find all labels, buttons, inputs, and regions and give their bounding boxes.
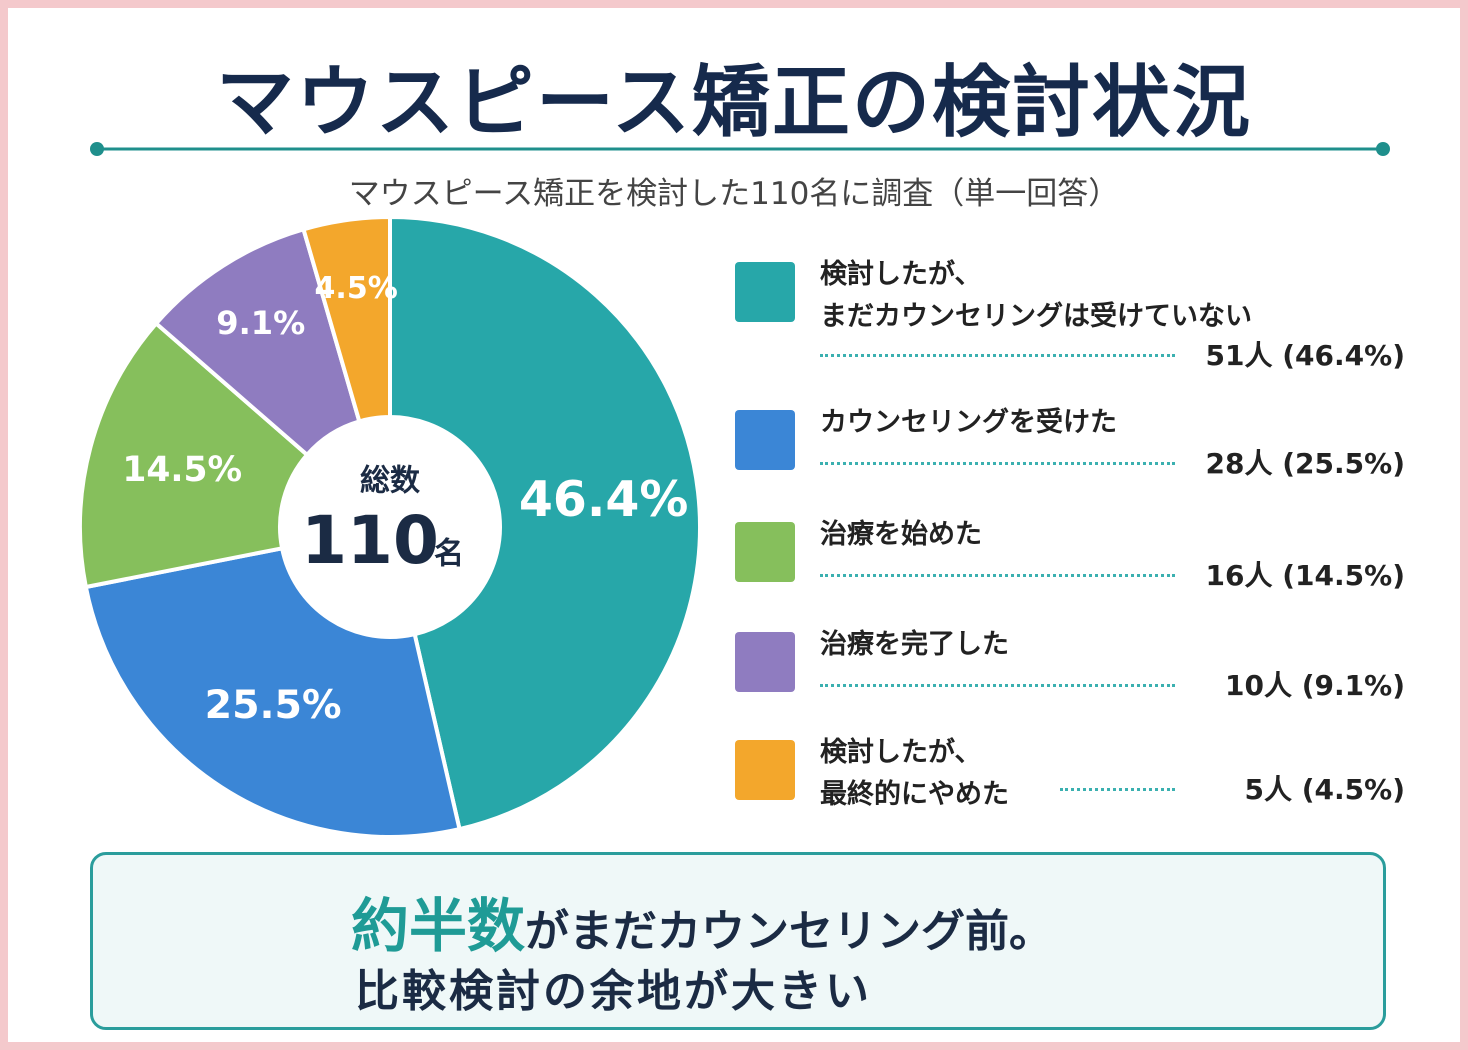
legend-item: 検討したが、 まだカウンセリングは受けていない 51人 (46.4%) bbox=[735, 259, 1415, 372]
legend-swatch bbox=[735, 262, 795, 322]
leader-dots bbox=[820, 574, 1175, 577]
legend-label: 検討したが、 最終的にやめた bbox=[820, 737, 1009, 810]
callout-line: 約半数がまだカウンセリング前。 bbox=[351, 879, 1053, 963]
highlight: 約半数 bbox=[351, 892, 526, 960]
legend-value: 28人 (25.5%) bbox=[1205, 447, 1405, 480]
callout-text: 比較検討の余地が大きい bbox=[355, 966, 872, 1017]
legend-label: 治療を完了した bbox=[820, 629, 1009, 660]
legend-label: 検討したが、 まだカウンセリングは受けていない bbox=[820, 259, 1252, 332]
center-label: 総数 bbox=[360, 464, 421, 499]
slice-label: 4.5% bbox=[315, 271, 398, 306]
legend-label: カウンセリングを受けた bbox=[820, 407, 1117, 438]
donut-slice bbox=[83, 545, 462, 839]
donut-slice bbox=[153, 226, 362, 458]
legend-swatch bbox=[735, 632, 795, 692]
donut-slice bbox=[301, 214, 392, 424]
donut-slice bbox=[388, 214, 702, 832]
legend-value: 5人 (4.5%) bbox=[1244, 773, 1405, 806]
divider-dot bbox=[1376, 142, 1390, 156]
slice-label: 46.4% bbox=[519, 471, 689, 528]
donut: 46.4% 25.5% 14.5% 9.1% 4.5% bbox=[78, 214, 702, 839]
center-value: 110 bbox=[301, 502, 439, 579]
slice-label: 25.5% bbox=[205, 682, 342, 728]
legend-swatch bbox=[735, 740, 795, 800]
legend-item: 検討したが、 最終的にやめた 5人 (4.5%) bbox=[735, 737, 1415, 830]
legend-swatch bbox=[735, 522, 795, 582]
chart-title: マウスピース矯正の検討状況 bbox=[215, 58, 1253, 148]
donut-slice bbox=[78, 320, 310, 590]
leader-dots bbox=[820, 684, 1175, 687]
slice-label: 9.1% bbox=[216, 304, 305, 342]
legend-item: 治療を始めた 16人 (14.5%) bbox=[735, 519, 1415, 612]
leader-dots bbox=[820, 354, 1175, 357]
legend-label: 治療を始めた bbox=[820, 519, 982, 550]
divider-dot bbox=[90, 142, 104, 156]
legend-value: 10人 (9.1%) bbox=[1225, 669, 1405, 702]
subtitle: マウスピース矯正を検討した110名に調査（単一回答） bbox=[348, 176, 1120, 212]
slice-label: 14.5% bbox=[122, 450, 242, 490]
callout-text: がまだカウンセリング前。 bbox=[525, 906, 1054, 957]
legend-swatch bbox=[735, 410, 795, 470]
center-unit: 名 bbox=[434, 537, 464, 572]
leader-dots bbox=[820, 462, 1175, 465]
legend-value: 16人 (14.5%) bbox=[1205, 559, 1405, 592]
legend-value: 51人 (46.4%) bbox=[1205, 339, 1405, 372]
legend-item: 治療を完了した 10人 (9.1%) bbox=[735, 629, 1415, 722]
legend-item: カウンセリングを受けた 28人 (25.5%) bbox=[735, 407, 1415, 500]
callout: 約半数がまだカウンセリング前。 比較検討の余地が大きい bbox=[90, 852, 1386, 1030]
leader-dots bbox=[1060, 788, 1175, 791]
